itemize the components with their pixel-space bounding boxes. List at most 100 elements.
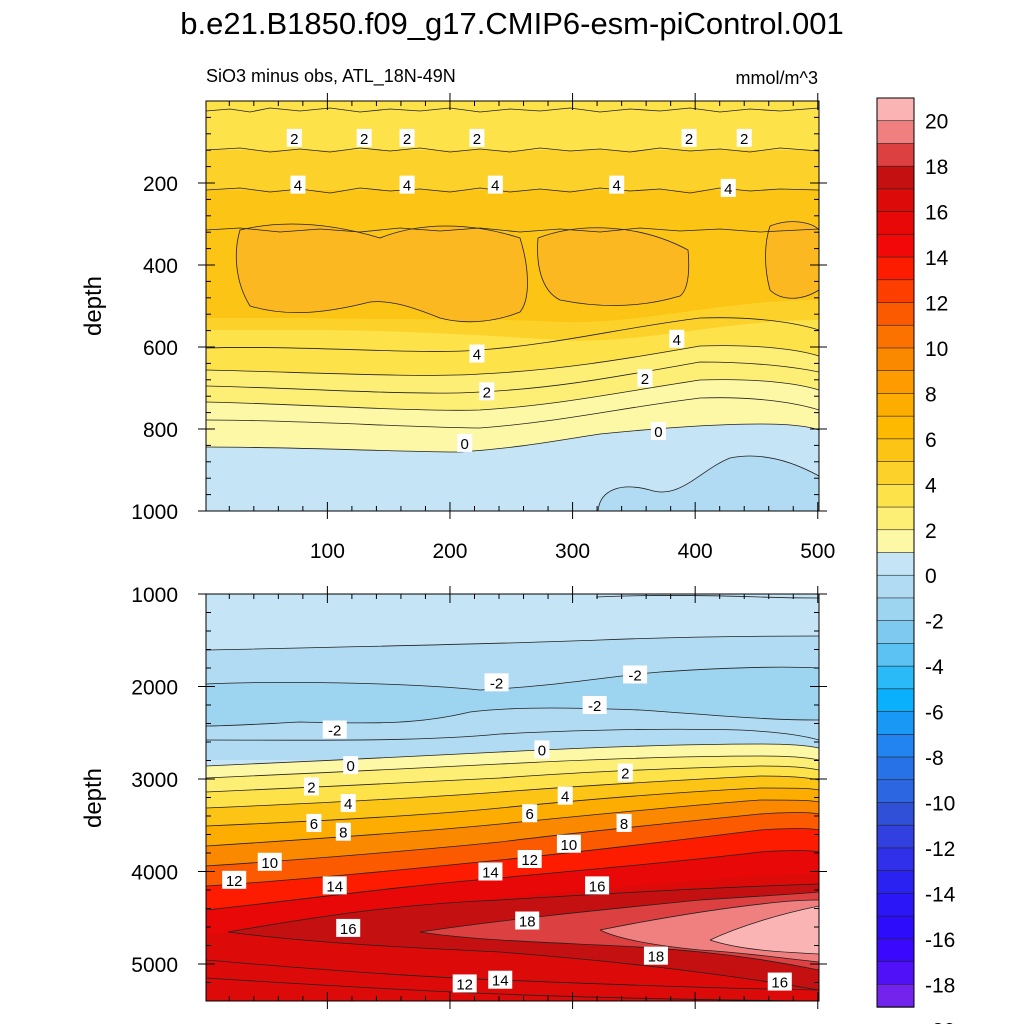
top-fill-neg	[206, 424, 819, 511]
top-contour-label-box	[356, 128, 372, 147]
colorbar-box	[876, 484, 915, 508]
colorbar-tick-label: 0	[925, 565, 937, 588]
top-contour-label: 4	[720, 178, 736, 198]
bot-contour-label-text: 8	[620, 816, 628, 833]
top-contour-label-text: 4	[673, 332, 681, 349]
colorbar-box	[876, 893, 915, 917]
top-contour-label-text: 0	[461, 436, 469, 453]
top-y-tick-label: 1000	[131, 501, 178, 524]
bot-contour-label-text: 4	[561, 789, 569, 806]
bot-contour-label: 12	[517, 850, 542, 869]
top-contour-label-text: 2	[740, 131, 748, 148]
bot-contour-label-text: -2	[628, 667, 641, 684]
bot-fill-pos20plus	[710, 906, 819, 954]
bot-contour-label: -2	[582, 696, 607, 715]
colorbar-box	[876, 324, 915, 349]
colorbar-box	[876, 120, 915, 145]
bot-contour-label-box	[522, 804, 538, 823]
top-contour-label-box	[457, 433, 473, 452]
bot-contour-label-text: 12	[226, 873, 243, 890]
top-contour-label-box	[399, 128, 415, 147]
bot-contour-label-box	[582, 696, 607, 714]
bot-contour-label-box	[306, 813, 322, 832]
colorbar-box	[876, 983, 915, 1008]
top-contour-label: 4	[609, 175, 625, 195]
bot-contour-label-text: 16	[771, 975, 788, 992]
bot-y-tick-label: 2000	[131, 677, 178, 700]
colorbar-box	[876, 143, 915, 167]
top-x-tick-label: 500	[800, 540, 835, 563]
bottom-ylabel: depth	[80, 768, 107, 828]
top-subtitle-left: SiO3 minus obs, ATL_18N-49N	[206, 66, 456, 87]
top-plot-frame	[205, 100, 820, 512]
colorbar-box	[876, 847, 915, 872]
top-fill-neg2	[598, 456, 819, 511]
colorbar-box	[876, 620, 915, 645]
bot-contour-label-box	[340, 794, 356, 813]
colorbar-tick-label: 6	[925, 429, 937, 452]
top-contour-label: 2	[736, 128, 752, 148]
bot-contour-label-text: -2	[490, 675, 503, 692]
top-contour-label-text: 4	[294, 178, 302, 195]
top-x-tick-label: 400	[678, 540, 713, 563]
bot-contour-label: -2	[623, 665, 648, 684]
bot-contour-label: 0	[343, 756, 359, 775]
colorbar-tick-label: 12	[925, 293, 948, 316]
top-contour-label-text: 2	[473, 131, 481, 148]
top-contour-label-box	[290, 175, 306, 194]
top-contour-label-box	[479, 382, 495, 401]
colorbar-tick-label: 4	[925, 474, 937, 497]
top-contour-label: 4	[399, 175, 415, 195]
top-contour-label-text: 4	[491, 178, 499, 195]
bot-contour-label-text: 10	[561, 837, 578, 854]
top-contour-label: 4	[469, 344, 485, 364]
bot-contour-label: 8	[335, 822, 351, 842]
bottom-contour-labels: -2 -2 -2 -2 0 0 2 2 4 4 6 6 8 8 10 10 12 12 14 14 16 16 18 18 12…	[222, 665, 792, 993]
colorbar-tick-label: 20	[925, 111, 948, 134]
colorbar-box	[876, 711, 915, 736]
colorbar-box	[876, 756, 915, 781]
top-core-a	[236, 224, 528, 322]
top-contour-label-text: 2	[360, 131, 368, 148]
bot-contour-label-box	[767, 972, 792, 991]
colorbar-box	[876, 234, 915, 258]
bot-contour-label-text: 4	[344, 796, 352, 813]
bot-contour-label-box	[616, 813, 632, 832]
colorbar-box	[876, 279, 915, 304]
bot-contour-label-box	[322, 720, 347, 739]
top-contour-label-text: 4	[724, 181, 732, 198]
bot-contour-label-box	[484, 673, 509, 692]
bot-contour-label-text: 12	[456, 976, 473, 993]
bot-contour-label: 4	[340, 794, 356, 813]
colorbar-box	[876, 643, 915, 667]
top-y-tick-label: 400	[143, 255, 178, 278]
colorbar-box	[876, 165, 915, 190]
colorbar-box	[876, 393, 915, 417]
bot-contour-label: 10	[556, 834, 581, 854]
bot-contour-label-text: 12	[521, 852, 538, 869]
top-contour-label: 0	[457, 433, 473, 453]
top-contour-lines	[206, 107, 819, 511]
top-contour-label-text: 2	[483, 384, 491, 401]
bot-contour-label-text: 14	[326, 878, 343, 895]
bot-contour-label-text: 16	[340, 921, 357, 938]
bot-contour-label-text: 16	[589, 878, 606, 895]
bot-contour-lines	[206, 595, 819, 1001]
top-y-tick-label: 800	[143, 419, 178, 442]
colorbar-box	[876, 824, 915, 849]
bot-contour-label: -2	[484, 673, 509, 692]
bot-contour-label-text: 0	[538, 742, 546, 759]
bot-contour-label: 16	[585, 876, 610, 895]
colorbar-tick-label: -8	[925, 747, 944, 770]
colorbar-box	[876, 915, 915, 940]
colorbar-box	[876, 461, 915, 486]
colorbar-tick-label: -2	[925, 611, 944, 634]
bot-contour-label: 0	[534, 740, 550, 759]
colorbar-box	[876, 870, 915, 895]
top-contour-label-text: 4	[473, 347, 481, 364]
bot-contour-label: 12	[452, 974, 477, 993]
top-contour-label-box	[720, 178, 736, 197]
bot-contour-label-box	[517, 850, 542, 869]
top-contour-label-text: 2	[641, 371, 649, 388]
bot-contour-label: 10	[257, 852, 282, 872]
